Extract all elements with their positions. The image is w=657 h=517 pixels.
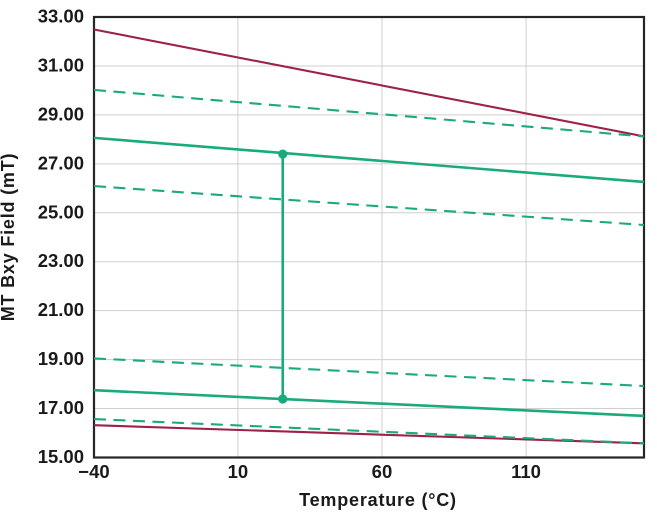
svg-text:110: 110	[511, 461, 541, 482]
svg-text:25.00: 25.00	[38, 201, 84, 222]
svg-text:27.00: 27.00	[38, 152, 84, 173]
svg-text:19.00: 19.00	[38, 348, 84, 369]
svg-text:MT Bxy Field (mT): MT Bxy Field (mT)	[0, 153, 18, 322]
svg-text:Temperature (°C): Temperature (°C)	[299, 490, 457, 510]
svg-text:60: 60	[372, 461, 393, 482]
svg-text:31.00: 31.00	[38, 55, 84, 76]
svg-text:23.00: 23.00	[38, 250, 84, 271]
svg-text:15.00: 15.00	[38, 446, 84, 467]
svg-text:29.00: 29.00	[38, 104, 84, 125]
svg-text:33.00: 33.00	[38, 6, 84, 27]
svg-text:−40: −40	[78, 461, 109, 482]
svg-text:21.00: 21.00	[38, 299, 84, 320]
svg-text:10: 10	[228, 461, 249, 482]
svg-text:17.00: 17.00	[38, 397, 84, 418]
